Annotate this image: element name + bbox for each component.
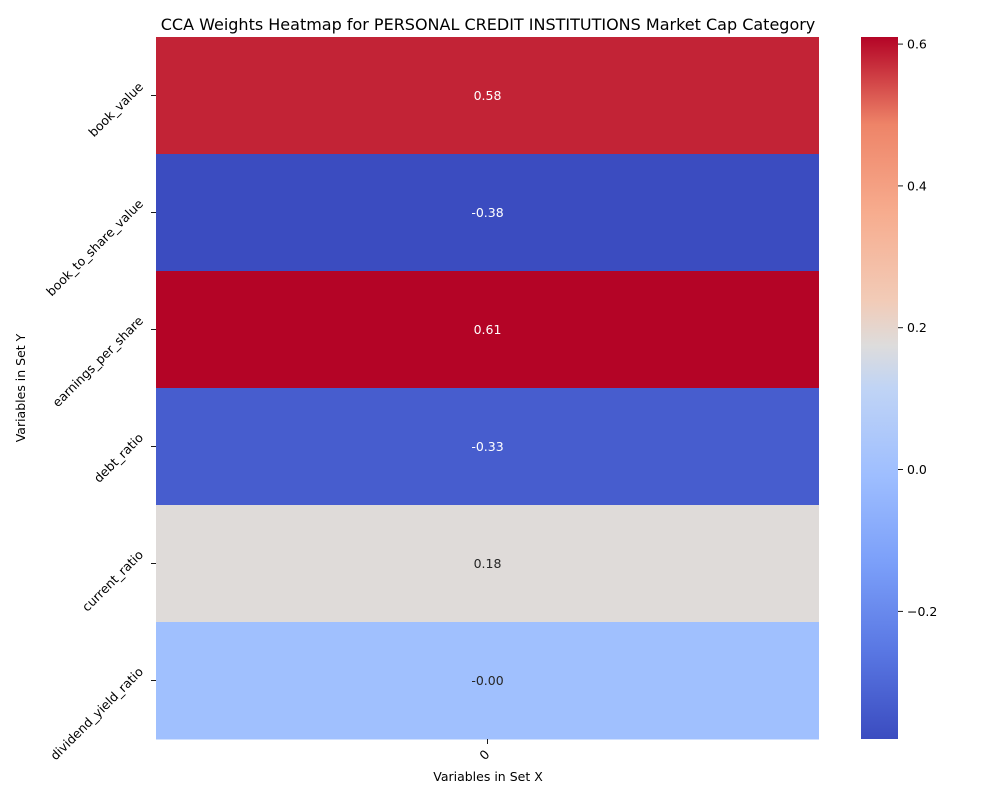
y-tick-label: current_ratio [79, 547, 146, 614]
cell-value-label: 0.61 [474, 322, 502, 337]
heatmap-cell [156, 505, 819, 623]
x-tick-labels: 0 [476, 739, 492, 763]
heatmap-cells: 0.58 -0.38 0.61 -0.33 0.18 -0.00 [156, 37, 819, 740]
colorbar-tick-label: 0.6 [907, 37, 927, 52]
colorbar-gradient [861, 37, 898, 739]
heatmap-cell [156, 388, 819, 506]
cell-value-label: -0.33 [471, 439, 503, 454]
cell-value-label: -0.00 [471, 673, 503, 688]
x-tick-label: 0 [476, 747, 492, 763]
cell-value-label: 0.18 [474, 556, 502, 571]
y-tick-label: book_to_share_value [43, 196, 146, 299]
colorbar-tick-label: −0.2 [907, 604, 937, 619]
cell-value-label: -0.38 [471, 205, 503, 220]
colorbar: −0.2 0.0 0.2 0.4 0.6 [861, 37, 937, 739]
colorbar-tick-label: 0.4 [907, 178, 927, 193]
chart-title: CCA Weights Heatmap for PERSONAL CREDIT … [161, 15, 816, 34]
cell-value-label: 0.58 [474, 88, 502, 103]
y-tick-label: earnings_per_share [49, 313, 146, 410]
colorbar-tick-label: 0.2 [907, 320, 927, 335]
y-tick-labels: book_value book_to_share_value earnings_pe… [43, 79, 156, 763]
heatmap-cell [156, 154, 819, 272]
y-tick-label: dividend_yield_ratio [47, 664, 146, 763]
heatmap-cell [156, 37, 819, 155]
colorbar-ticks: −0.2 0.0 0.2 0.4 0.6 [898, 37, 937, 619]
heatmap-cell [156, 271, 819, 389]
heatmap-cell [156, 622, 819, 740]
y-axis-label: Variables in Set Y [13, 333, 28, 442]
y-tick-label: book_value [85, 79, 146, 140]
colorbar-tick-label: 0.0 [907, 462, 927, 477]
x-axis-label: Variables in Set X [433, 769, 543, 784]
y-tick-label: debt_ratio [91, 430, 147, 486]
